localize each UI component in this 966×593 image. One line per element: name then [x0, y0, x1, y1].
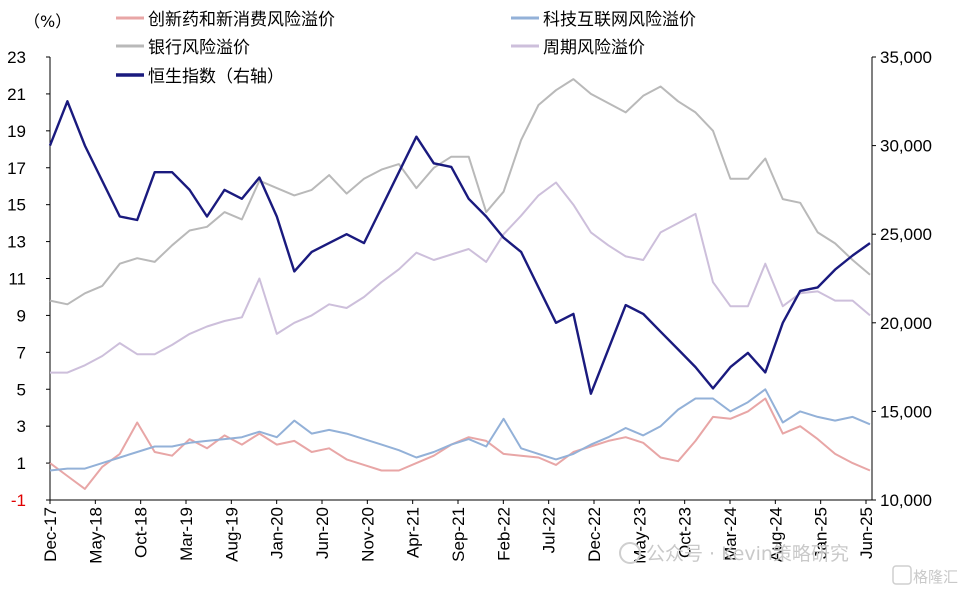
right-tick-label: 10,000 [880, 491, 932, 510]
watermark-text: 公众号 · Kevin策略研究 [646, 543, 849, 565]
x-tick-label: Aug-24 [766, 507, 785, 562]
x-tick-label: Jul-22 [540, 507, 559, 553]
left-tick-label: 9 [17, 306, 26, 325]
x-tick-label: Nov-20 [358, 507, 377, 562]
x-tick-label: Mar-24 [721, 507, 740, 561]
series-line-2 [49, 78, 871, 306]
left-tick-label: 5 [17, 380, 26, 399]
left-axis-unit: （%） [24, 12, 71, 31]
legend-label: 科技互联网风险溢价 [543, 10, 696, 30]
right-tick-label: 15,000 [880, 402, 932, 421]
x-tick-label: Dec-17 [41, 507, 60, 562]
right-tick-label: 35,000 [880, 48, 932, 67]
left-tick-label: 17 [7, 159, 26, 178]
axes: （%） 23 21 19 17 15 13 11 9 7 5 3 1 -1 35,000 30,000 25,0… [7, 12, 932, 564]
right-tick-label: 25,000 [880, 225, 932, 244]
series-lines [48, 78, 871, 490]
right-tick-label: 20,000 [880, 314, 932, 333]
left-tick-label: 15 [7, 196, 26, 215]
wechat-icon [619, 542, 641, 564]
x-tick-label: Oct-18 [132, 507, 151, 558]
right-tick-label: 30,000 [880, 137, 932, 156]
x-tick-label: May-18 [86, 507, 105, 564]
left-tick-label: 19 [7, 122, 26, 141]
legend-label: 银行风险溢价 [148, 38, 250, 58]
x-tick-label: Jun-25 [857, 507, 876, 559]
series-line-0 [49, 397, 871, 490]
x-tick-label: Jun-20 [313, 507, 332, 559]
left-tick-label: 23 [7, 48, 26, 67]
brand-text: 格隆汇 [913, 568, 958, 586]
x-tick-label: May-23 [630, 507, 649, 564]
left-tick-label: 1 [17, 454, 26, 473]
left-tick-label: 3 [17, 417, 26, 436]
x-tick-label: Jan-25 [812, 507, 831, 559]
x-tick-label: Jan-20 [268, 507, 287, 559]
left-tick-label: 21 [7, 85, 26, 104]
x-tick-label: Feb-22 [494, 507, 513, 561]
legend-label: 恒生指数（右轴） [148, 67, 284, 87]
series-line-3 [50, 181, 871, 374]
left-tick-label: 13 [7, 233, 26, 252]
brand-icon [892, 565, 912, 585]
legend-label: 周期风险溢价 [543, 38, 645, 58]
left-tick-label: -1 [11, 491, 26, 510]
legend-label: 创新药和新消费风险溢价 [148, 10, 335, 30]
x-tick-label: Mar-19 [177, 507, 196, 561]
x-tick-label: Dec-22 [585, 507, 604, 562]
x-tick-label: Oct-23 [676, 507, 695, 558]
series-line-4 [48, 100, 871, 395]
x-tick-label: Aug-19 [222, 507, 241, 562]
left-tick-label: 11 [8, 270, 26, 289]
x-tick-label: Sep-21 [449, 507, 468, 562]
series-line-1 [49, 388, 871, 472]
left-tick-label: 7 [17, 343, 26, 362]
x-tick-label: Apr-21 [404, 507, 423, 558]
